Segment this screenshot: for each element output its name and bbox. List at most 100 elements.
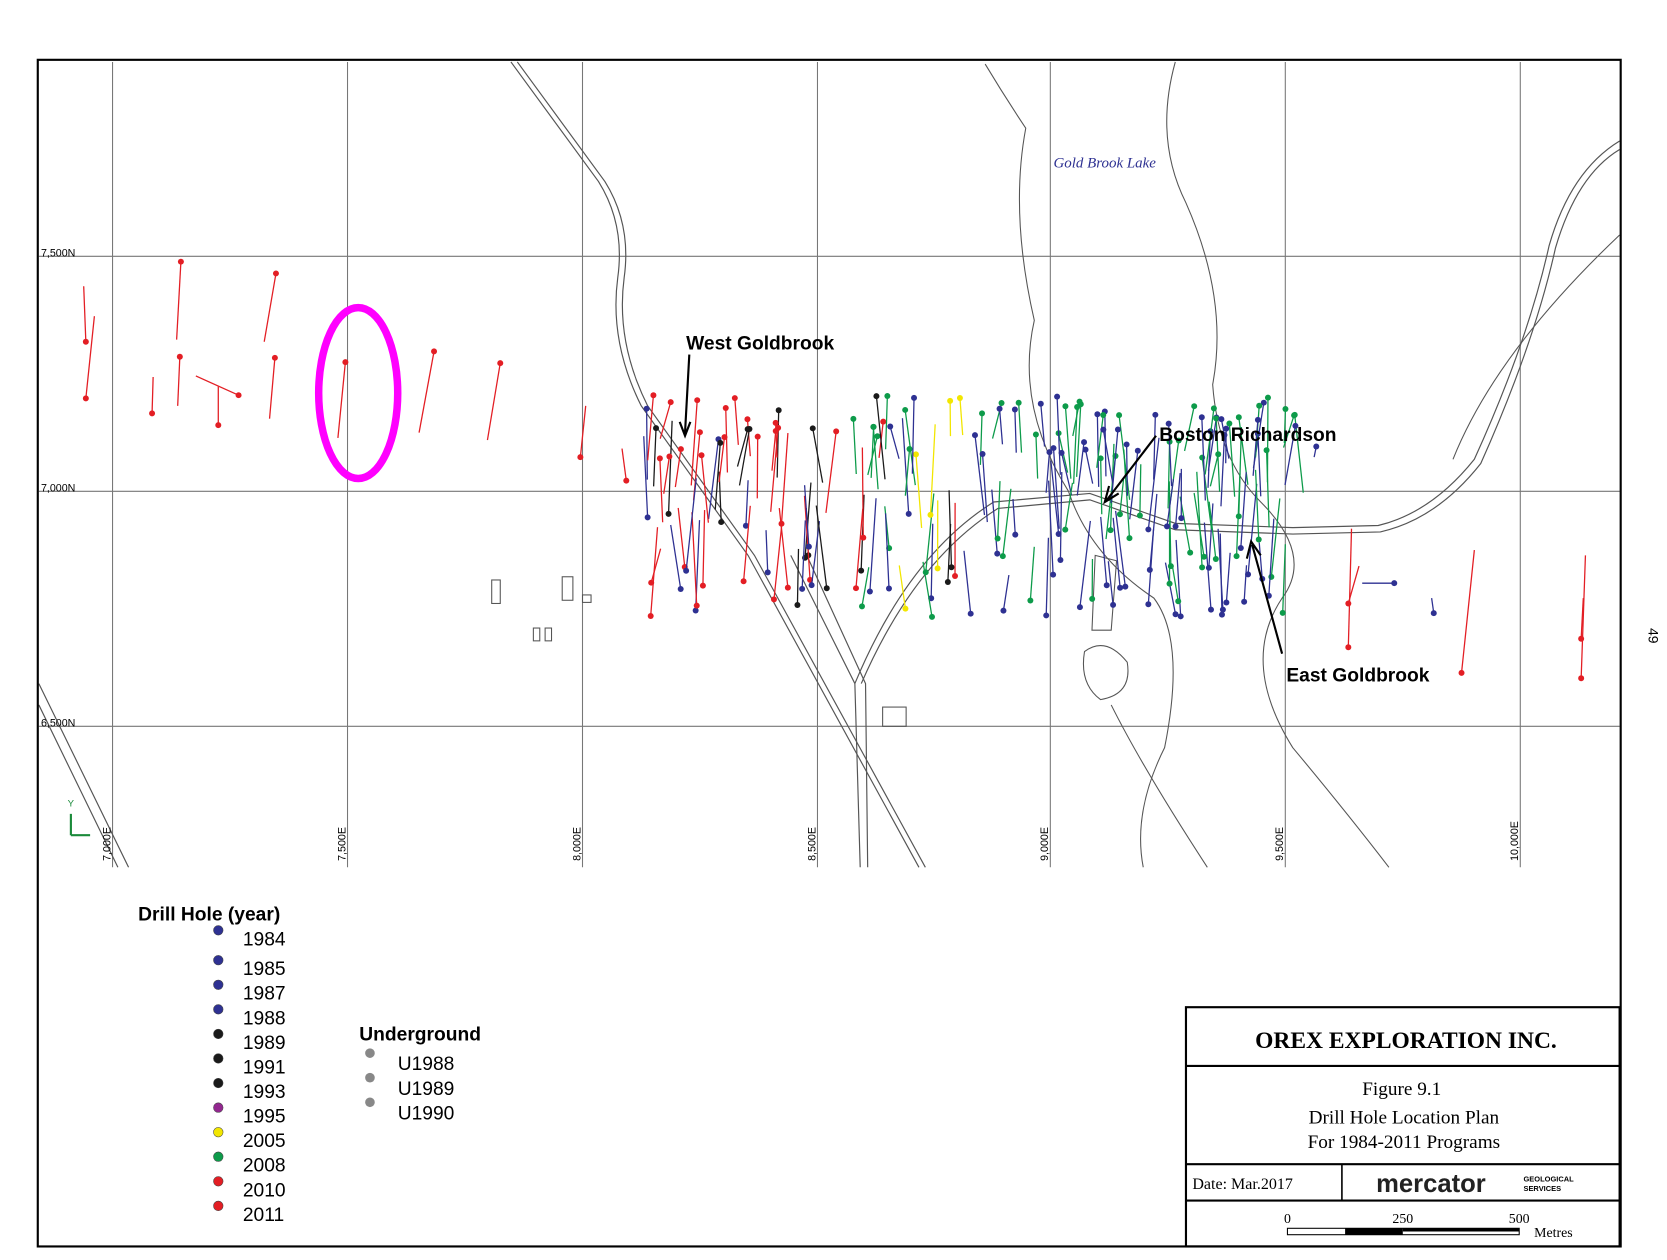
drill-trace [964, 551, 971, 614]
drill-collar [1137, 512, 1143, 518]
drill-trace [1256, 470, 1259, 540]
drill-collar [678, 586, 684, 592]
drill-trace [890, 427, 899, 459]
drill-collar [1164, 523, 1170, 529]
legend-swatch [213, 1054, 223, 1064]
pit [1092, 555, 1117, 630]
company-name: OREX EXPLORATION INC. [1255, 1028, 1557, 1054]
drill-collar [906, 511, 912, 517]
drill-collar [1116, 412, 1122, 418]
drill-trace [703, 510, 705, 586]
drill-collar [972, 432, 978, 438]
drill-collar [859, 603, 865, 609]
drill-collar [699, 452, 705, 458]
drill-collar [1050, 572, 1056, 578]
drill-collar [1280, 610, 1286, 616]
drill-collar [1282, 406, 1288, 412]
drill-collar [785, 585, 791, 591]
drill-collar [871, 424, 877, 430]
drill-trace [1080, 521, 1090, 607]
drill-collar [923, 569, 929, 575]
drill-collar [149, 410, 155, 416]
drill-collar [1178, 613, 1184, 619]
legend-label: 1988 [243, 1008, 286, 1029]
drill-collar [1081, 439, 1087, 445]
drill-collar [776, 407, 782, 413]
drill-trace [648, 395, 654, 460]
drill-trace [177, 262, 181, 340]
drill-collar [1117, 511, 1123, 517]
drill-trace [992, 490, 997, 554]
legend-swatch [213, 1127, 223, 1137]
drill-trace [870, 498, 876, 591]
drill-collar [1431, 610, 1437, 616]
drill-collar [694, 603, 700, 609]
drill-collar [497, 360, 503, 366]
drill-trace [678, 508, 685, 567]
drill-collar [1145, 526, 1151, 532]
drill-collar [771, 596, 777, 602]
drill-trace [998, 481, 1000, 538]
drill-collar [884, 393, 890, 399]
drill-collar [666, 453, 672, 459]
easting-label: 10,000E [1509, 821, 1521, 861]
drill-collar [947, 398, 953, 404]
legend-label: U1988 [398, 1054, 455, 1075]
drill-collar [1256, 403, 1262, 409]
easting-label: 7,000E [101, 827, 113, 861]
drill-collar [644, 406, 650, 412]
drill-collar [273, 270, 279, 276]
drill-trace [1176, 540, 1181, 616]
building [533, 628, 539, 641]
drill-collar [979, 410, 985, 416]
legend-swatch [365, 1048, 375, 1058]
drill-collar [721, 434, 727, 440]
scale-unit: Metres [1534, 1226, 1573, 1241]
drill-trace [1060, 472, 1061, 560]
drill-trace [1065, 483, 1072, 530]
drill-collar [860, 535, 866, 541]
drill-collar [999, 400, 1005, 406]
drill-trace [1348, 529, 1351, 648]
drill-collar [741, 578, 747, 584]
logo: mercator [1376, 1170, 1486, 1198]
drill-collar [927, 512, 933, 518]
drill-collar [980, 451, 986, 457]
drill-trace [660, 402, 670, 439]
drill-trace [1462, 550, 1475, 673]
creek [1167, 62, 1389, 867]
drill-collar [653, 425, 659, 431]
drill-trace [1036, 434, 1038, 478]
drill-trace [654, 428, 656, 486]
drill-collar [1108, 527, 1114, 533]
drill-collar [1213, 556, 1219, 562]
drill-collar [907, 446, 913, 452]
scale-bar [1345, 1228, 1403, 1234]
drill-collar [1175, 598, 1181, 604]
drill-collar [83, 339, 89, 345]
drill-collar [694, 397, 700, 403]
drill-collar [995, 535, 1001, 541]
drill-trace [980, 413, 982, 465]
drill-trace [1030, 547, 1034, 601]
drill-collar [1255, 417, 1261, 423]
drill-collar [935, 565, 941, 571]
drill-collar [1236, 513, 1242, 519]
drill-trace [669, 421, 673, 514]
drill-collar [1117, 585, 1123, 591]
lake-label: Gold Brook Lake [1054, 156, 1157, 172]
legend-swatch [213, 955, 223, 965]
drill-collar [1033, 432, 1039, 438]
building [583, 595, 592, 602]
drill-collar [342, 359, 348, 365]
drill-collar [1213, 415, 1219, 421]
axis-icon [71, 814, 90, 835]
legend-label: 2011 [243, 1205, 284, 1226]
easting-label: 8,000E [571, 827, 583, 861]
drill-collar [697, 429, 703, 435]
drill-collar [666, 511, 672, 517]
drill-collar [1110, 602, 1116, 608]
pointer-arrow [680, 355, 691, 436]
drill-collar [177, 354, 183, 360]
drill-collar [867, 589, 873, 595]
